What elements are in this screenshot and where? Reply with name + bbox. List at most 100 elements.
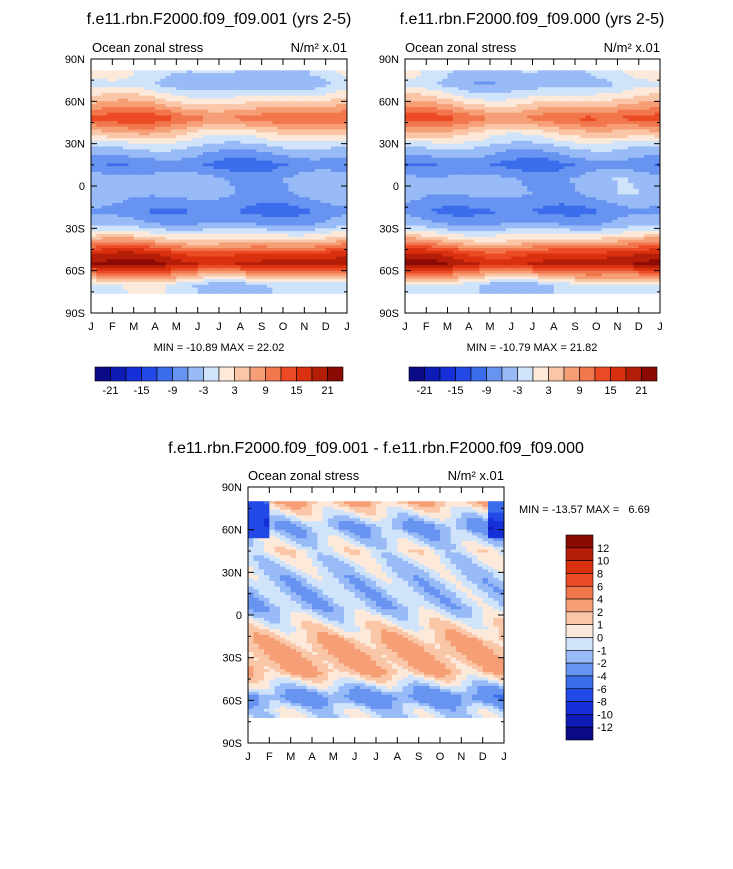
field-cell xyxy=(251,106,257,111)
field-cell xyxy=(458,70,465,74)
field-cell xyxy=(288,233,295,238)
field-cell xyxy=(192,245,199,249)
field-cell xyxy=(410,98,417,102)
field-cell xyxy=(601,90,608,94)
field-cell xyxy=(309,236,316,241)
field-cell xyxy=(410,118,417,122)
field-cell xyxy=(320,146,327,150)
field-cell xyxy=(495,84,502,88)
field-cell xyxy=(96,87,103,91)
field-cell xyxy=(585,123,592,128)
field-cell xyxy=(474,126,480,131)
field-cell xyxy=(575,73,581,77)
field-cell xyxy=(442,95,449,100)
field-cell xyxy=(155,219,161,224)
field-cell xyxy=(405,126,411,131)
field-cell xyxy=(128,253,135,258)
field-cell xyxy=(155,129,161,133)
field-cell xyxy=(224,250,231,255)
field-cell xyxy=(123,75,129,80)
field-cell xyxy=(213,73,220,77)
field-cell xyxy=(622,75,629,80)
field-cell xyxy=(165,157,172,162)
field-cell xyxy=(484,78,491,83)
field-cell xyxy=(128,90,135,94)
field-cell xyxy=(101,188,108,193)
field-cell xyxy=(251,259,257,263)
field-cell xyxy=(277,90,284,94)
field-cell xyxy=(622,81,629,85)
colorbar-swatch xyxy=(280,366,297,382)
field-cell xyxy=(442,75,449,80)
field-cell xyxy=(171,270,177,275)
field-cell xyxy=(117,191,124,196)
field-cell xyxy=(277,92,284,97)
field-cell xyxy=(133,205,140,210)
field-cell xyxy=(261,87,268,91)
field-cell xyxy=(144,231,151,235)
field-cell xyxy=(606,90,613,94)
field-cell xyxy=(431,75,438,80)
field-cell xyxy=(213,115,220,119)
field-cell xyxy=(320,276,327,280)
field-cell xyxy=(532,95,539,100)
colorbar-swatch xyxy=(187,366,204,382)
field-cell xyxy=(331,171,337,176)
field-cell xyxy=(325,197,332,201)
field-cell xyxy=(251,194,257,198)
field-cell xyxy=(208,135,215,139)
field-cell xyxy=(537,73,544,77)
field-cell xyxy=(240,259,247,263)
field-cell xyxy=(596,112,603,117)
field-cell xyxy=(336,106,343,111)
field-cell xyxy=(224,242,231,246)
field-cell xyxy=(251,233,257,238)
field-cell xyxy=(171,70,177,74)
field-cell xyxy=(325,259,332,263)
field-cell xyxy=(251,208,257,212)
field-cell xyxy=(235,250,241,255)
field-cell xyxy=(299,239,305,244)
field-cell xyxy=(277,152,284,156)
field-cell xyxy=(415,78,422,83)
field-cell xyxy=(187,273,193,277)
field-cell xyxy=(171,98,177,102)
field-cell xyxy=(336,211,343,215)
field-cell xyxy=(139,281,145,286)
field-cell xyxy=(606,104,613,108)
field-cell xyxy=(256,202,263,207)
field-cell xyxy=(181,166,188,170)
field-cell xyxy=(101,92,108,97)
field-cell xyxy=(139,284,145,289)
field-cell xyxy=(91,106,97,111)
field-cell xyxy=(139,262,145,266)
field-cell xyxy=(144,177,151,181)
field-cell xyxy=(309,265,316,269)
field-cell xyxy=(101,154,108,159)
field-cell xyxy=(155,163,161,167)
field-cell xyxy=(117,217,124,221)
field-cell xyxy=(309,146,316,150)
field-cell xyxy=(219,208,225,212)
field-cell xyxy=(245,174,252,179)
field-cell xyxy=(176,236,183,241)
field-cell xyxy=(299,228,305,232)
field-cell xyxy=(575,98,581,102)
field-cell xyxy=(331,242,337,246)
field-cell xyxy=(128,177,135,181)
field-cell xyxy=(251,70,257,74)
field-cell xyxy=(192,109,199,114)
field-cell xyxy=(101,98,108,102)
field-cell xyxy=(256,214,263,218)
field-cell xyxy=(331,138,337,142)
field-cell xyxy=(633,106,640,111)
field-cell xyxy=(117,157,124,162)
field-cell xyxy=(160,132,167,136)
field-cell xyxy=(240,180,247,184)
field-cell xyxy=(463,118,470,122)
field-cell xyxy=(468,90,475,94)
field-cell xyxy=(309,256,316,260)
field-cell xyxy=(101,121,108,125)
field-cell xyxy=(638,121,645,125)
field-cell xyxy=(192,284,199,289)
